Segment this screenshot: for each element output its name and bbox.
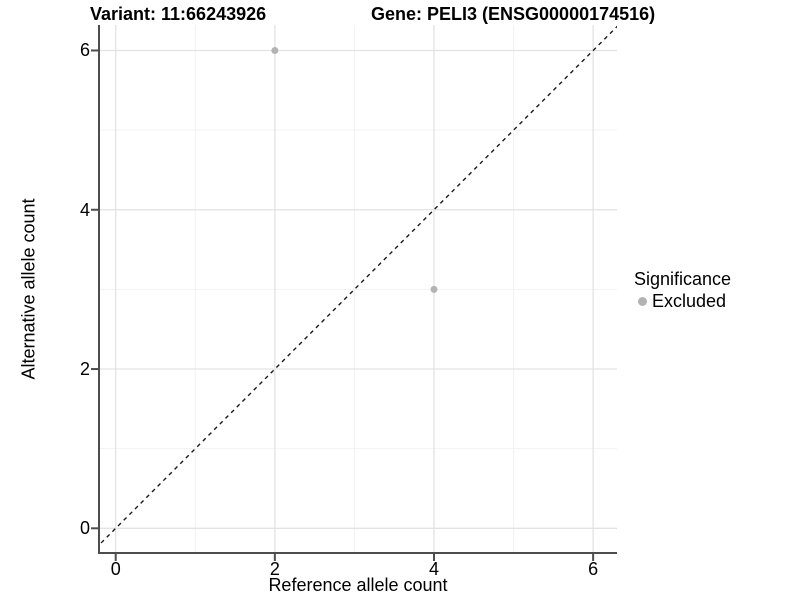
- y-tick-label: 4: [79, 199, 90, 220]
- y-tick-label: 2: [79, 359, 90, 380]
- legend-item-excluded: Excluded: [634, 291, 731, 311]
- legend-item-label: Excluded: [652, 290, 727, 311]
- x-tick-label: 2: [269, 559, 280, 579]
- legend-point-icon: [638, 296, 647, 306]
- x-axis-title: Reference allele count: [268, 575, 448, 595]
- y-tick-label: 6: [79, 40, 90, 61]
- x-tick-label: 4: [428, 559, 439, 579]
- plot-title-gene: Gene: PELI3 (ENSG00000174516): [371, 4, 656, 24]
- x-tick-label: 0: [110, 559, 121, 579]
- plot-title-variant: Variant: 11:66243926: [90, 4, 267, 24]
- y-axis-title: Alternative allele count: [18, 198, 39, 380]
- legend-title: Significance: [634, 269, 732, 289]
- legend: Significance Excluded: [634, 269, 731, 311]
- data-point: [430, 285, 438, 293]
- x-tick-label: 6: [588, 559, 599, 579]
- data-point: [271, 46, 279, 54]
- y-tick-label: 0: [79, 518, 90, 539]
